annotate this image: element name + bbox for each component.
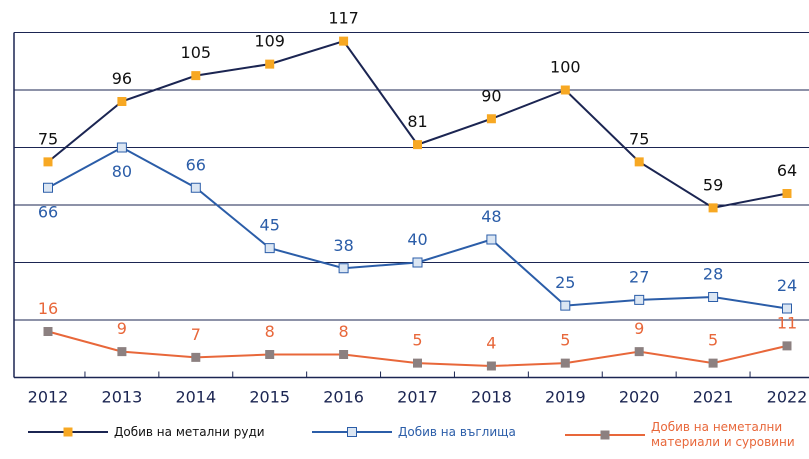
series-line	[47, 146, 788, 310]
marker	[191, 71, 201, 81]
marker	[782, 303, 792, 314]
data-label: 38	[333, 236, 353, 255]
data-label: 96	[112, 69, 132, 88]
marker	[708, 358, 718, 368]
x-tick-label: 2021	[693, 388, 734, 407]
legend-swatch	[565, 430, 645, 440]
marker	[486, 234, 497, 245]
data-label: 27	[629, 267, 649, 286]
legend-marker	[63, 427, 73, 437]
data-label: 8	[339, 322, 349, 341]
marker	[413, 140, 422, 150]
marker	[486, 114, 496, 124]
x-tick-label: 2013	[102, 388, 143, 407]
marker	[116, 142, 127, 153]
marker	[339, 36, 349, 46]
x-tick-label: 2020	[619, 388, 660, 407]
marker	[43, 157, 53, 167]
data-label: 66	[38, 202, 58, 221]
marker	[43, 182, 53, 193]
marker	[191, 352, 201, 362]
plot: 2012 2013 2014 2015 2016 2017 2018 2019 2020 2021…	[13, 9, 809, 407]
data-label: 109	[254, 32, 285, 51]
data-label: 28	[703, 265, 723, 284]
data-label: 75	[38, 129, 58, 148]
data-label: 5	[708, 331, 718, 350]
marker	[782, 341, 792, 351]
data-label: 75	[629, 129, 649, 148]
data-label: 45	[260, 216, 280, 235]
data-label: 9	[117, 319, 127, 338]
data-label: 40	[407, 230, 427, 249]
marker	[634, 157, 644, 167]
legend-label: Добив на метални руди	[114, 424, 265, 439]
marker	[634, 294, 645, 305]
data-label: 59	[703, 175, 723, 194]
marker	[412, 257, 423, 268]
marker	[560, 358, 570, 368]
data-label: 16	[38, 299, 58, 318]
x-tick-label: 2015	[249, 388, 290, 407]
data-label: 25	[555, 273, 575, 292]
data-label: 81	[407, 112, 427, 131]
data-label: 5	[560, 331, 570, 350]
legend-marker	[600, 430, 610, 440]
marker	[708, 292, 719, 302]
marker	[117, 97, 127, 106]
legend-item: Добив на метални руди	[28, 420, 265, 444]
data-label: 64	[777, 161, 797, 180]
data-label: 117	[328, 9, 359, 28]
legend-label: Добив на въглища	[398, 424, 516, 439]
x-tick-label: 2014	[175, 388, 216, 407]
marker	[560, 85, 570, 95]
marker	[486, 361, 496, 371]
marker	[782, 189, 792, 198]
marker	[413, 358, 422, 368]
marker	[190, 182, 201, 193]
data-label: 80	[112, 162, 132, 181]
data-label: 7	[191, 325, 201, 344]
marker	[338, 263, 349, 274]
marker	[43, 327, 53, 336]
legend-swatch	[312, 427, 392, 437]
x-tick-label: 2018	[471, 388, 512, 407]
x-tick-label: 2019	[545, 388, 586, 407]
marker	[117, 347, 127, 357]
marker	[265, 350, 275, 359]
legend-marker	[347, 427, 357, 437]
data-label: 48	[481, 207, 501, 226]
marker	[560, 300, 571, 311]
data-label: 5	[412, 331, 422, 350]
marker	[264, 243, 275, 254]
x-tick-label: 2016	[323, 388, 364, 407]
data-label: 100	[550, 58, 581, 77]
data-label: 9	[634, 319, 644, 338]
marker	[265, 59, 275, 69]
data-label: 11	[777, 313, 797, 332]
marker	[339, 350, 349, 359]
data-label: 90	[481, 86, 501, 105]
x-tick-label: 2017	[397, 388, 438, 407]
data-label: 4	[486, 334, 496, 353]
legend-swatch	[28, 427, 108, 437]
data-label: 8	[265, 322, 275, 341]
data-label: 66	[186, 155, 206, 174]
x-tick-label: 2022	[767, 388, 808, 407]
legend-item: Добив на неметални материали и суровини	[565, 420, 801, 450]
marker	[634, 347, 644, 357]
data-label: 24	[777, 276, 797, 295]
legend-label: Добив на неметални материали и суровини	[651, 420, 795, 449]
x-tick-label: 2012	[28, 388, 69, 407]
data-label: 105	[181, 43, 212, 62]
marker	[708, 203, 718, 213]
legend-item: Добив на въглища	[312, 420, 516, 444]
